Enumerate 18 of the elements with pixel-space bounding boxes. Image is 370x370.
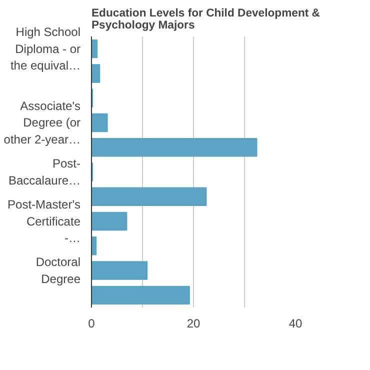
x-tick-label: 0 — [88, 316, 96, 330]
bar — [92, 212, 128, 231]
y-tick-label: Post-Baccalaure… — [8, 156, 81, 188]
bar — [92, 261, 148, 280]
bar — [92, 286, 190, 305]
bar — [92, 113, 108, 132]
y-tick-label: High School Diploma - or the equival… — [10, 25, 81, 73]
x-tick-label: 40 — [288, 316, 302, 330]
bar — [92, 187, 207, 206]
bar — [92, 39, 98, 58]
chart-title: Education Levels for Child Development & Psychology Majors — [92, 8, 320, 32]
y-tick-label: Post-Master's Certificate -… — [8, 197, 81, 246]
y-tick-label: Associate's Degree (or other 2-year… — [4, 98, 81, 147]
bar — [92, 236, 97, 256]
bar — [92, 64, 100, 83]
x-tick-label: 20 — [186, 316, 200, 330]
bar — [92, 138, 258, 157]
y-tick-label: Doctoral Degree — [36, 255, 81, 286]
